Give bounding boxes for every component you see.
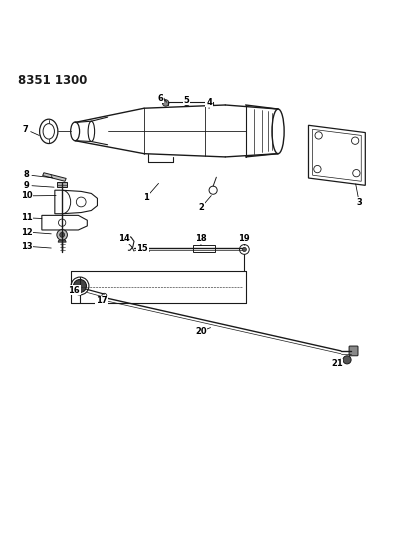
Text: 7: 7 [22,125,29,134]
Text: 16: 16 [68,286,80,295]
Circle shape [242,247,246,252]
Circle shape [60,232,65,237]
Text: 13: 13 [20,241,32,251]
Polygon shape [43,173,66,181]
Text: 21: 21 [330,359,342,368]
Text: 18: 18 [195,235,206,244]
Text: 8: 8 [23,170,29,179]
FancyBboxPatch shape [348,346,357,356]
Text: 14: 14 [118,235,129,244]
Text: 1: 1 [143,193,149,202]
Text: 5: 5 [183,95,189,104]
Text: 10: 10 [20,191,32,200]
Circle shape [184,100,189,106]
Text: 8351 1300: 8351 1300 [18,74,88,87]
Circle shape [73,279,86,293]
Text: 9: 9 [23,181,29,190]
Text: 12: 12 [20,228,32,237]
Circle shape [206,100,211,106]
Circle shape [342,356,350,364]
Circle shape [162,100,169,106]
Text: 6: 6 [157,94,163,102]
FancyBboxPatch shape [57,182,67,188]
Circle shape [57,230,67,240]
Text: 20: 20 [195,327,206,336]
Text: 15: 15 [136,244,148,253]
Polygon shape [58,240,66,242]
Text: 2: 2 [198,203,203,212]
Text: 17: 17 [95,296,107,305]
Text: 4: 4 [206,98,211,107]
Text: 11: 11 [20,213,32,222]
Text: 3: 3 [355,198,361,207]
Text: 19: 19 [237,235,249,244]
